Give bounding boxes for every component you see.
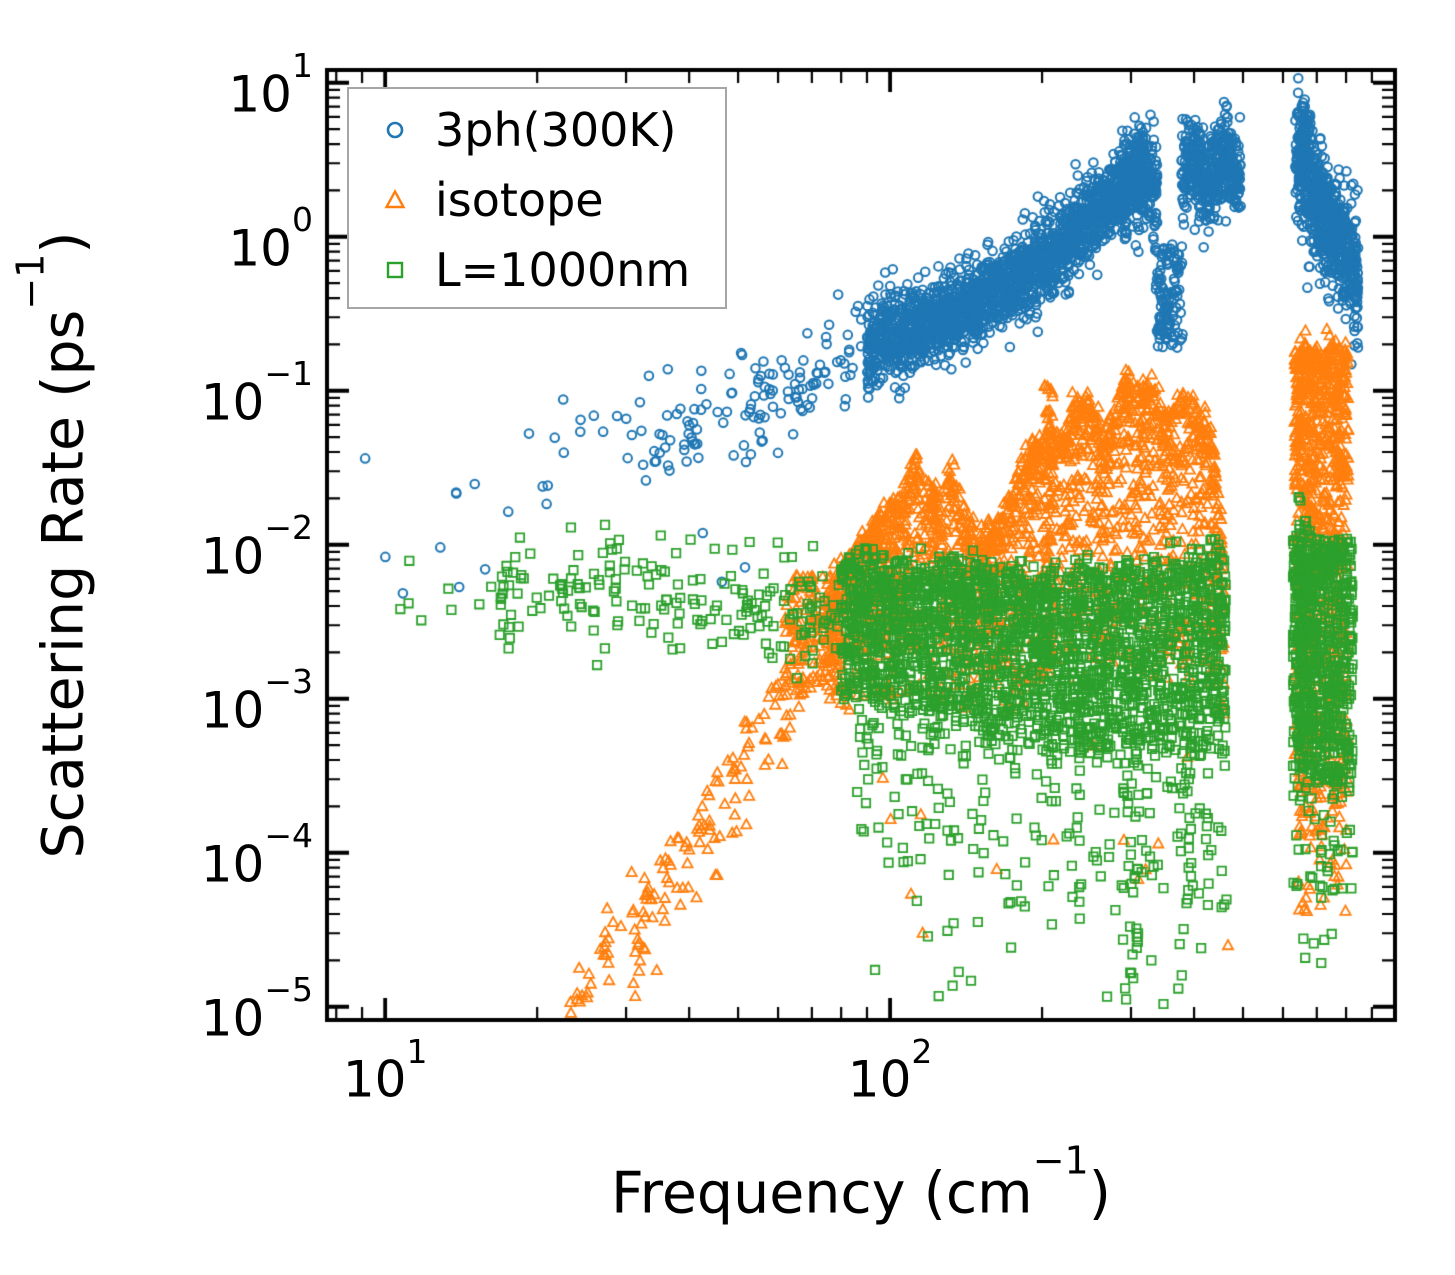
legend-marker-circle-icon	[386, 121, 404, 139]
y-tick-label: 10−4	[200, 816, 313, 894]
y-tick-label: 100	[228, 200, 313, 278]
y-tick-label: 10−2	[200, 508, 313, 586]
x-axis-label-text: Frequency (cm	[611, 1160, 1033, 1227]
x-axis-label: Frequency (cm−1)	[611, 1139, 1111, 1227]
y-axis-label-text: Scattering Rate (ps	[30, 309, 97, 859]
x-axis-label-sup: −1	[1032, 1138, 1089, 1183]
y-axis-label-sup: −1	[8, 253, 53, 310]
legend-item-l1000nm: L=1000nm	[377, 235, 725, 305]
legend-item-3ph: 3ph(300K)	[377, 95, 725, 165]
y-axis-label-post: )	[30, 231, 97, 254]
legend-marker-square-icon	[386, 261, 404, 279]
legend-label-isotope: isotope	[435, 173, 604, 227]
legend-marker-triangle-icon	[384, 189, 406, 209]
y-tick-label: 101	[228, 46, 313, 124]
legend-item-isotope: isotope	[377, 165, 725, 235]
y-axis-label: Scattering Rate (ps−1)	[9, 231, 97, 859]
y-tick-label: 10−3	[200, 662, 313, 740]
x-tick-label: 102	[847, 1031, 933, 1109]
x-axis-label-post: )	[1088, 1160, 1111, 1227]
legend-label-3ph: 3ph(300K)	[435, 103, 677, 157]
legend-label-l1000nm: L=1000nm	[435, 243, 691, 297]
y-tick-label: 10−5	[200, 970, 313, 1048]
y-tick-label: 10−1	[200, 354, 313, 432]
x-tick-label: 101	[342, 1031, 428, 1109]
legend: 3ph(300K) isotope L=1000nm	[347, 87, 727, 309]
